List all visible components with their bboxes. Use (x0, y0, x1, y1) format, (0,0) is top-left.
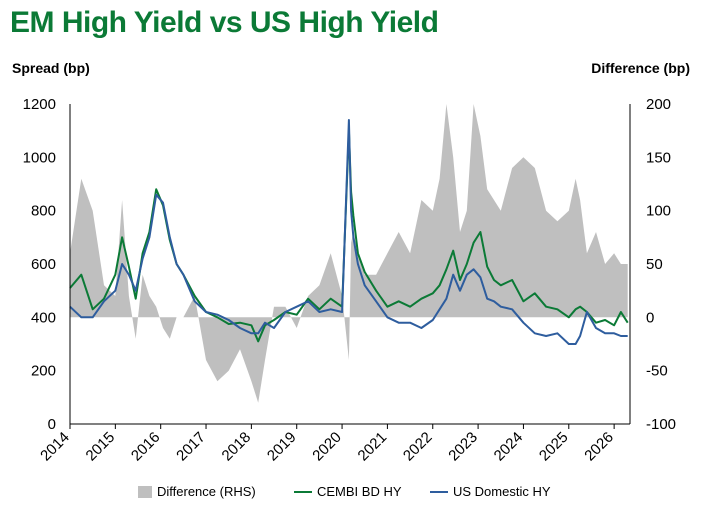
legend-label-us: US Domestic HY (453, 484, 551, 499)
x-tick-label: 2014 (37, 429, 73, 465)
legend-swatch-us (430, 490, 448, 493)
x-tick-label: 2020 (309, 429, 345, 465)
right-tick-label: -100 (646, 416, 676, 433)
x-tick-label: 2021 (355, 429, 391, 465)
left-tick-label: 1200 (23, 96, 56, 113)
right-tick-label: 0 (646, 309, 654, 326)
right-tick-label: 150 (646, 149, 671, 166)
right-tick-label: 50 (646, 256, 663, 273)
legend-item-difference: Difference (RHS) (138, 484, 256, 499)
legend-label-difference: Difference (RHS) (157, 484, 256, 499)
chart-title: EM High Yield vs US High Yield (10, 6, 439, 39)
x-tick-label: 2023 (445, 429, 481, 465)
series-line-us-domestic-hy (69, 119, 628, 345)
right-tick-label: 200 (646, 96, 671, 113)
legend-label-cembi: CEMBI BD HY (317, 484, 402, 499)
legend-swatch-cembi (294, 490, 312, 493)
series-lines-layer (69, 119, 629, 345)
x-tick-label: 2015 (83, 429, 119, 465)
left-tick-label: 0 (48, 416, 56, 433)
legend-item-us: US Domestic HY (430, 484, 551, 499)
left-tick-label: 400 (31, 309, 56, 326)
x-tick-label: 2016 (128, 429, 164, 465)
legend: Difference (RHS) CEMBI BD HY US Domestic… (0, 484, 702, 504)
right-axis-title: Difference (bp) (591, 60, 690, 76)
x-tick-label: 2025 (536, 429, 572, 465)
x-tick-label: 2019 (264, 429, 300, 465)
left-tick-label: 200 (31, 363, 56, 380)
x-tick-label: 2022 (400, 429, 436, 465)
difference-area-layer (70, 104, 628, 403)
legend-swatch-difference (138, 485, 152, 498)
right-tick-label: 100 (646, 203, 671, 220)
x-tick-label: 2024 (491, 429, 527, 465)
x-tick-label: 2018 (219, 429, 255, 465)
left-tick-label: 1000 (23, 149, 56, 166)
legend-item-cembi: CEMBI BD HY (294, 484, 402, 499)
left-tick-label: 800 (31, 203, 56, 220)
left-tick-label: 600 (31, 256, 56, 273)
x-tick-label: 2026 (581, 429, 617, 465)
left-axis-title: Spread (bp) (12, 60, 90, 76)
difference-area (70, 104, 628, 403)
x-tick-label: 2017 (173, 429, 209, 465)
right-tick-label: -50 (646, 363, 668, 380)
